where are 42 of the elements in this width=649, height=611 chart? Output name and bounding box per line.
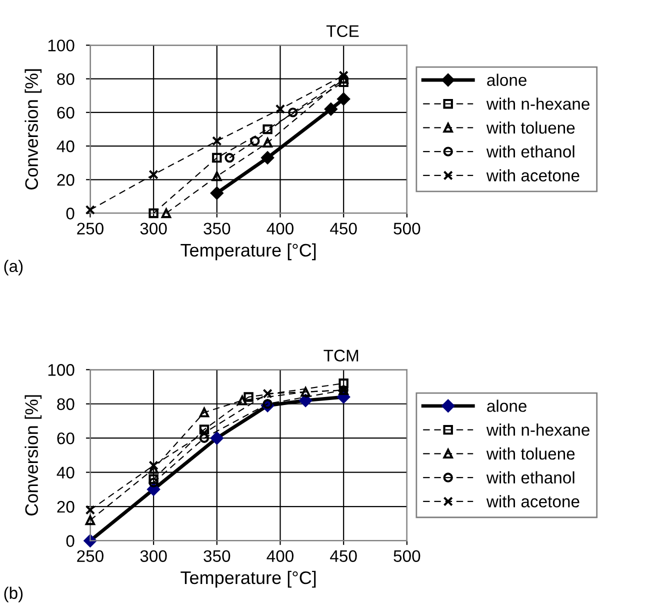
legend-label: with toluene bbox=[486, 121, 575, 134]
y-tick-label: 40 bbox=[56, 140, 74, 152]
legend-label: alone bbox=[487, 400, 526, 412]
y-tick-label: 60 bbox=[57, 106, 74, 119]
y-tick-label: 20 bbox=[57, 500, 74, 513]
x-tick-label: 250 bbox=[77, 550, 104, 562]
x-axis-title: Temperature [°C] bbox=[180, 243, 316, 260]
x-tick-label: 300 bbox=[140, 550, 167, 562]
y-axis-title: Conversion [%] bbox=[24, 395, 42, 516]
x-tick-label: 350 bbox=[204, 550, 230, 562]
y-tick-label: 40 bbox=[56, 466, 74, 479]
y-tick-label: 80 bbox=[57, 73, 74, 86]
y-tick-label: 0 bbox=[66, 535, 74, 547]
x-tick-label: 400 bbox=[266, 222, 294, 235]
x-tick-label: 400 bbox=[266, 550, 294, 562]
text: (a) bbox=[4, 260, 23, 276]
chart-title: TCE bbox=[326, 25, 359, 38]
x-tick-label: 500 bbox=[394, 222, 420, 235]
x-tick-label: 450 bbox=[330, 222, 357, 235]
y-tick-label: 20 bbox=[57, 174, 74, 186]
x-tick-label: 350 bbox=[204, 222, 230, 235]
legend-label: with acetone bbox=[486, 495, 580, 508]
y-tick-label: 100 bbox=[48, 40, 74, 52]
x-tick-label: 450 bbox=[330, 550, 357, 562]
legend-label: with ethanol bbox=[486, 145, 574, 158]
y-tick-label: 80 bbox=[57, 398, 74, 410]
chart-title: TCM bbox=[324, 350, 358, 362]
x-tick-label: 300 bbox=[140, 222, 167, 235]
y-tick-label: 0 bbox=[66, 208, 74, 220]
x-axis-title: Temperature [°C] bbox=[180, 570, 316, 588]
legend-label: alone bbox=[487, 74, 526, 86]
x-tick-label: 500 bbox=[394, 550, 420, 562]
y-axis-title: Conversion [%] bbox=[24, 69, 42, 190]
y-tick-label: 100 bbox=[48, 364, 74, 376]
legend-label: with toluene bbox=[486, 447, 575, 460]
legend-label: with ethanol bbox=[486, 471, 574, 484]
text: (b) bbox=[4, 586, 23, 602]
legend-label: with acetone bbox=[486, 169, 580, 182]
x-tick-label: 250 bbox=[77, 222, 104, 235]
legend-label: with n-hexane bbox=[486, 424, 590, 436]
y-tick-label: 60 bbox=[57, 432, 74, 444]
legend-label: with n-hexane bbox=[486, 98, 590, 110]
